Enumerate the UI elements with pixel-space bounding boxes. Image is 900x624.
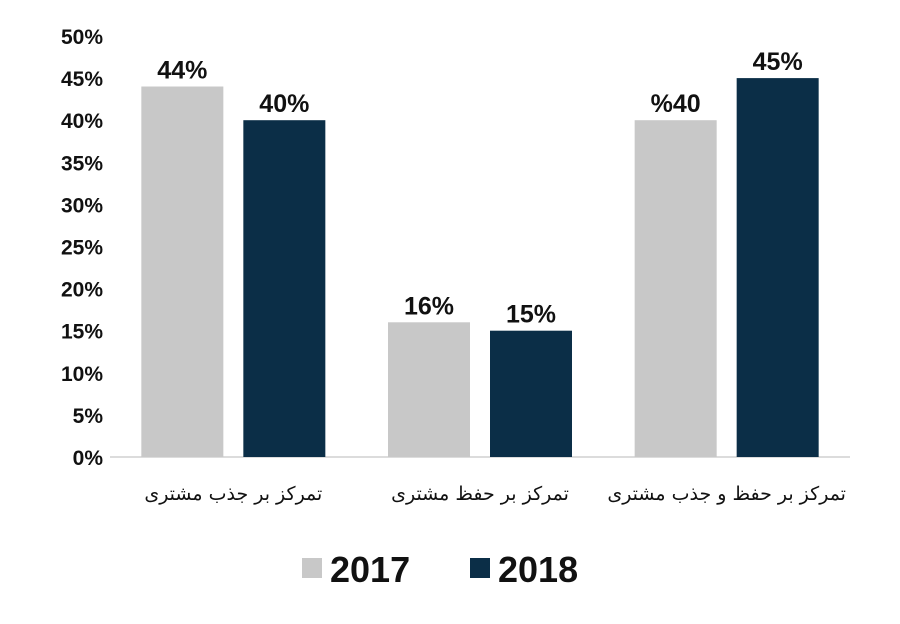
legend-swatch-2018 [470, 558, 490, 578]
y-tick-label: 30% [61, 194, 103, 217]
data-label-2017-3: %40 [651, 90, 701, 118]
x-category-label: تمرکز بر جذب مشتری [144, 483, 322, 505]
data-label-2018-2: 15% [506, 301, 556, 329]
y-tick-label: 40% [61, 110, 103, 133]
bar-2018-3 [736, 78, 819, 457]
y-tick-label: 35% [61, 152, 103, 175]
x-category-label: تمرکز بر حفظ و جذب مشتری [607, 483, 846, 505]
legend-label-2017: 2017 [330, 549, 410, 590]
y-tick-label: 50% [61, 26, 103, 49]
bar-2017-3 [634, 120, 717, 457]
legend-label-2018: 2018 [498, 549, 578, 590]
legend-swatch-2017 [302, 558, 322, 578]
y-tick-label: 0% [73, 447, 104, 470]
legend: 2017 2018 [302, 549, 578, 590]
y-tick-label: 25% [61, 237, 103, 260]
y-tick-label: 10% [61, 363, 103, 386]
x-axis: تمرکز بر جذب مشتری تمرکز بر حفظ مشتری تمرک… [144, 483, 846, 505]
y-tick-label: 20% [61, 279, 103, 302]
data-label-2017-2: 16% [404, 292, 454, 320]
data-label-2017-1: 44% [157, 57, 207, 85]
bars [141, 78, 819, 458]
data-labels: 44% 40% 16% 15% %40 45% [157, 48, 802, 329]
bar-2018-2 [490, 330, 572, 457]
y-tick-label: 5% [73, 405, 104, 428]
bar-2018-1 [243, 120, 326, 457]
bar-2017-2 [388, 322, 470, 457]
data-label-2018-3: 45% [753, 48, 803, 76]
data-label-2018-1: 40% [259, 90, 309, 118]
bar-2017-1 [141, 86, 224, 458]
x-category-label: تمرکز بر حفظ مشتری [391, 483, 569, 505]
y-tick-label: 45% [61, 68, 103, 91]
y-tick-label: 15% [61, 321, 103, 344]
y-axis: 0% 5% 10% 15% 20% 25% 30% 35% 40% 45% 50% [61, 26, 103, 470]
